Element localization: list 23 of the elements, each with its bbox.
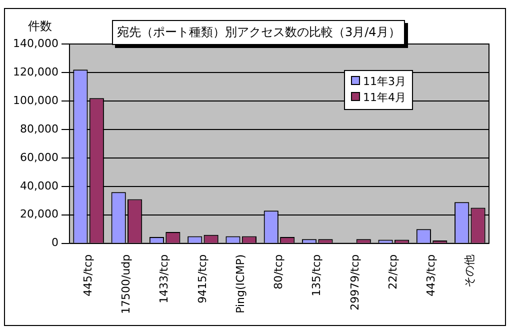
y-tick-label: 20,000 [20, 208, 58, 221]
x-tick-label: 22/tcp [386, 254, 400, 290]
y-tick-label: 60,000 [20, 150, 58, 164]
y-tick-label: 140,000 [12, 36, 58, 50]
x-tick-label: Ping(ICMP) [234, 254, 247, 314]
x-tick-label: 135/tcp [310, 254, 324, 296]
x-tick-label: 9415/tcp [196, 254, 209, 304]
y-tick-label: 120,000 [12, 65, 58, 78]
x-tick-label: 443/tcp [424, 254, 438, 296]
x-tick-label: 445/tcp [81, 254, 94, 296]
chart-title: 宛先（ポート種類）別アクセス数の比較（3月/4月） [112, 20, 406, 45]
y-tick-label: 100,000 [12, 94, 58, 107]
y-tick-label: 80,000 [20, 122, 58, 136]
legend-label: 11年4月 [363, 91, 406, 104]
x-tick-label: 29979/tcp [348, 254, 362, 310]
x-tick-label: 17500/udp [120, 254, 133, 314]
x-tick-label: 1433/tcp [158, 254, 171, 304]
x-tick-label: 80/tcp [272, 254, 286, 290]
y-tick-label: 40,000 [20, 179, 58, 192]
x-tick-label: その他 [462, 254, 476, 288]
legend-label: 11年3月 [363, 75, 406, 88]
y-tick-label: 0 [51, 236, 58, 250]
y-axis-title: 件数 [28, 19, 52, 33]
